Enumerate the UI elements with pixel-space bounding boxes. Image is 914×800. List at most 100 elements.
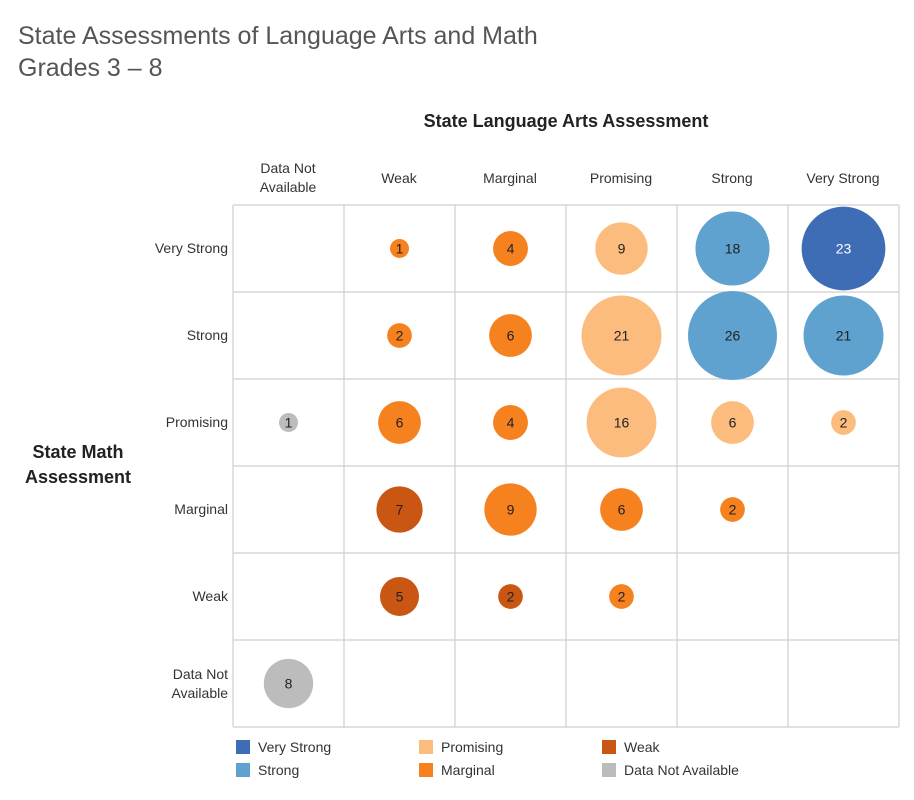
- bubble-circle: [376, 486, 423, 533]
- row-header: Strong: [186, 327, 228, 343]
- legend-swatch: [602, 740, 616, 754]
- legend-item: Data Not Available: [602, 761, 739, 779]
- bubble: 7: [376, 486, 423, 533]
- chart-title: State Assessments of Language Arts and M…: [18, 20, 538, 84]
- bubble-label: 7: [396, 502, 404, 518]
- bubble: 21: [803, 295, 884, 376]
- bubble-label: 9: [507, 502, 515, 518]
- bubble-circle: [688, 291, 777, 380]
- bubble-circle: [493, 231, 528, 266]
- bubble: 2: [720, 497, 745, 522]
- legend-item: Marginal: [419, 761, 495, 779]
- legend-item: Very Strong: [236, 738, 331, 756]
- bubble-circle: [803, 295, 884, 376]
- legend-swatch: [419, 763, 433, 777]
- bubble: 16: [586, 387, 657, 458]
- row-header: Data Not Available: [171, 665, 228, 701]
- bubble-label: 1: [396, 241, 404, 257]
- legend-swatch: [236, 763, 250, 777]
- legend-label: Data Not Available: [624, 762, 739, 778]
- column-header: Strong: [711, 169, 753, 186]
- chart-title-line2: Grades 3 – 8: [18, 54, 163, 82]
- bubble-circle: [379, 576, 420, 617]
- bubble-label: 6: [729, 415, 737, 431]
- bubble: 26: [688, 291, 777, 380]
- bubble-label: 9: [618, 241, 626, 257]
- column-header: Weak: [381, 169, 417, 186]
- bubble: 2: [831, 410, 856, 435]
- bubble-label: 18: [725, 241, 741, 257]
- bubble: 23: [801, 206, 886, 291]
- bubble-label: 6: [396, 415, 404, 431]
- bubble-label: 16: [614, 415, 630, 431]
- bubble-circle: [609, 584, 634, 609]
- bubble: 4: [493, 405, 528, 440]
- bubble: 8: [263, 658, 314, 709]
- legend-label: Very Strong: [258, 739, 332, 755]
- bubble-circle: [695, 211, 770, 286]
- chart-title-line1: State Assessments of Language Arts and M…: [18, 22, 538, 50]
- bubble-label: 26: [725, 328, 741, 344]
- bubble: 1: [390, 239, 409, 258]
- bubble-circle: [263, 658, 314, 709]
- bubble: 6: [711, 401, 754, 444]
- bubble-circle: [581, 295, 662, 376]
- bubble-label: 5: [396, 589, 404, 605]
- bubble-label: 2: [507, 589, 515, 605]
- legend: Very Strong Strong Promising Marginal Weak Da…: [236, 738, 876, 782]
- bubble-label: 8: [285, 676, 293, 692]
- column-header: Marginal: [483, 169, 537, 186]
- legend-swatch: [236, 740, 250, 754]
- bubble-circle: [711, 401, 754, 444]
- bubble-label: 21: [614, 328, 630, 344]
- y-axis-title: State Math Assessment: [24, 442, 132, 487]
- bubble-circle: [493, 405, 528, 440]
- bubble: 6: [489, 314, 532, 357]
- legend-swatch: [419, 740, 433, 754]
- bubble-circle: [378, 401, 421, 444]
- bubble: 2: [498, 584, 523, 609]
- legend-item: Strong: [236, 761, 299, 779]
- bubble-circle: [801, 206, 886, 291]
- bubble: 6: [600, 488, 643, 531]
- bubble-circle: [387, 323, 412, 348]
- row-header: Very Strong: [154, 240, 228, 256]
- bubble-label: 2: [840, 415, 848, 431]
- bubble-label: 4: [507, 241, 515, 257]
- bubble: 2: [387, 323, 412, 348]
- bubble-label: 1: [285, 415, 293, 431]
- bubble-label: 4: [507, 415, 515, 431]
- row-header: Promising: [165, 414, 228, 430]
- bubble-circle: [279, 413, 298, 432]
- bubble-circle: [586, 387, 657, 458]
- bubble: 9: [595, 222, 648, 275]
- bubble-circle: [489, 314, 532, 357]
- bubble-circle: [595, 222, 648, 275]
- legend-label: Promising: [441, 739, 504, 755]
- bubble: 1: [279, 413, 298, 432]
- bubble-label: 2: [729, 502, 737, 518]
- legend-label: Strong: [258, 762, 300, 778]
- bubble: 5: [379, 576, 420, 617]
- legend-item: Weak: [602, 738, 660, 756]
- column-header: Very Strong: [806, 169, 880, 186]
- legend-label: Weak: [624, 739, 660, 755]
- bubble: 6: [378, 401, 421, 444]
- bubble: 9: [484, 483, 537, 536]
- x-axis-title: State Language Arts Assessment: [423, 111, 709, 131]
- bubble-circle: [600, 488, 643, 531]
- legend-item: Promising: [419, 738, 503, 756]
- bubble-circle: [484, 483, 537, 536]
- legend-label: Marginal: [441, 762, 495, 778]
- bubble: 21: [581, 295, 662, 376]
- column-header: Data Not Available: [259, 160, 317, 195]
- bubble-circle: [390, 239, 409, 258]
- legend-swatch: [602, 763, 616, 777]
- bubble-label: 6: [507, 328, 515, 344]
- bubble-label: 2: [618, 589, 626, 605]
- bubble-label: 23: [836, 241, 852, 257]
- bubble-circle: [720, 497, 745, 522]
- row-header: Weak: [192, 588, 228, 604]
- bubble: 4: [493, 231, 528, 266]
